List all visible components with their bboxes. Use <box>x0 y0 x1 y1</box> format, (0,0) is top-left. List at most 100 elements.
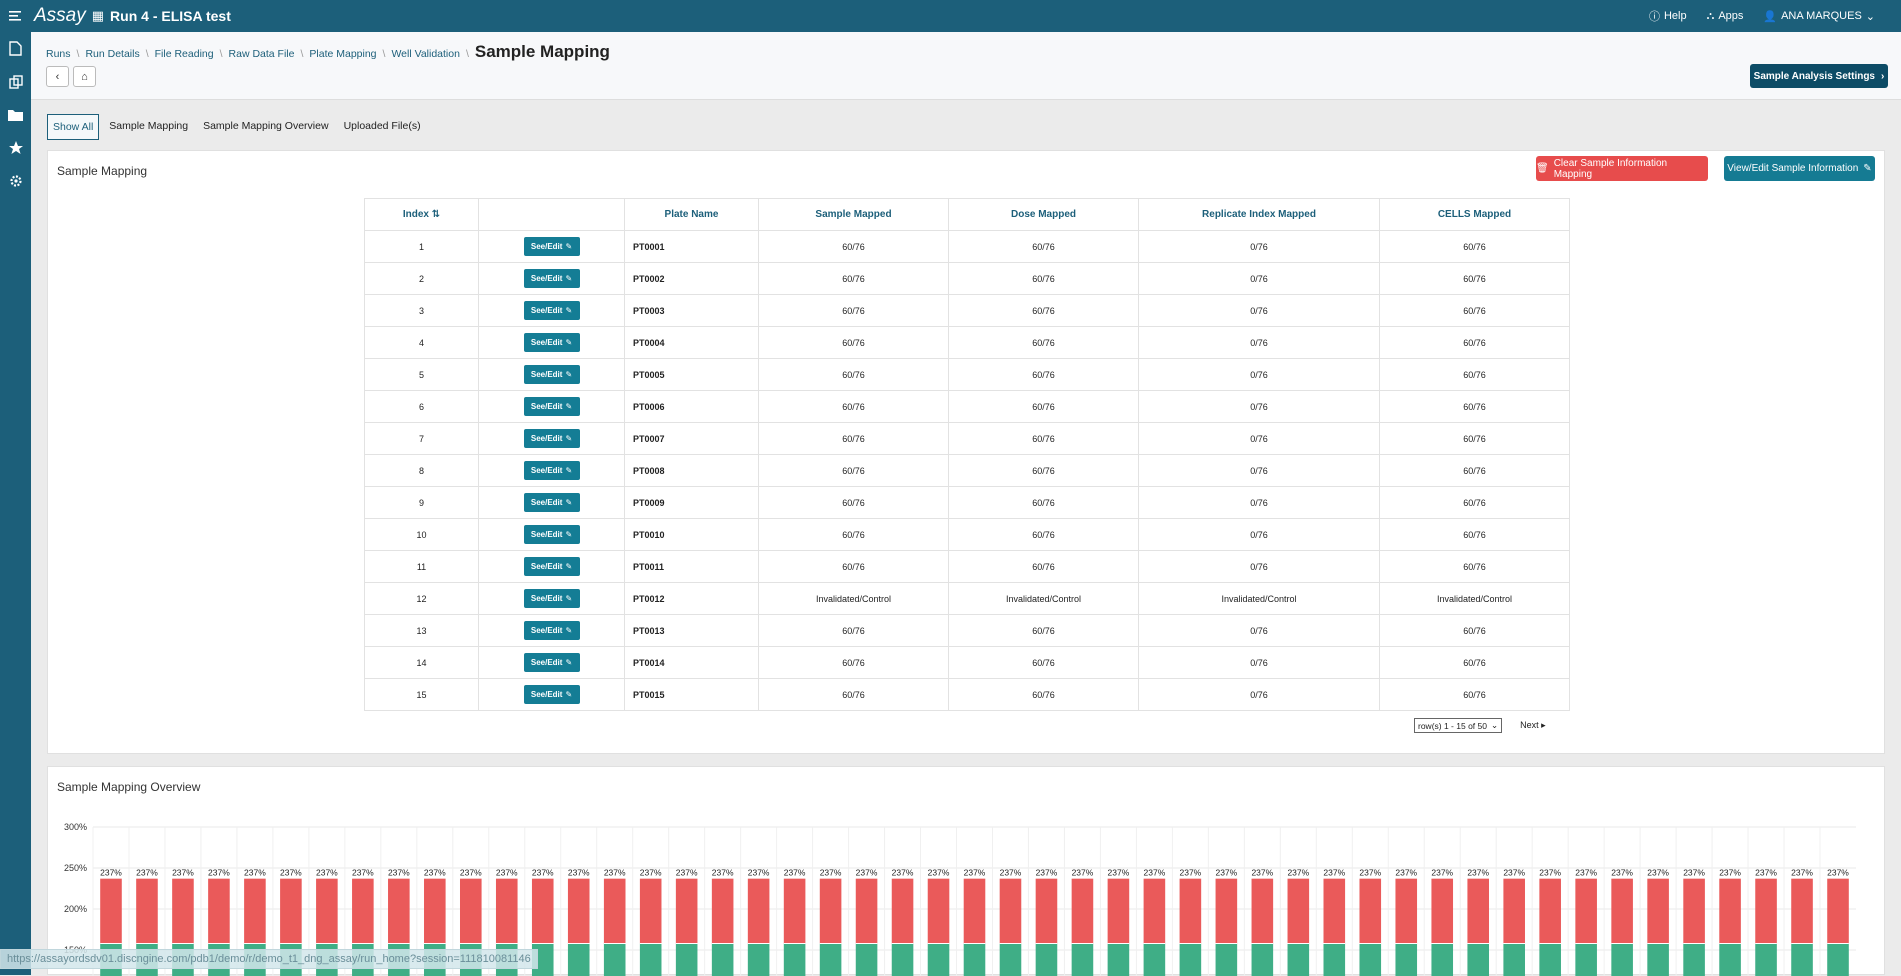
bar-unmapped[interactable] <box>783 878 806 944</box>
bar-mapped[interactable] <box>783 943 806 976</box>
bar-mapped[interactable] <box>1035 943 1058 976</box>
breadcrumb-well-validation[interactable]: Well Validation <box>391 48 460 60</box>
bar-mapped[interactable] <box>639 943 662 976</box>
bar-unmapped[interactable] <box>1395 878 1418 944</box>
bar-mapped[interactable] <box>747 943 770 976</box>
see-edit-button[interactable]: See/Edit ✎ <box>523 269 580 288</box>
bar-unmapped[interactable] <box>1683 878 1705 944</box>
bar-mapped[interactable] <box>1431 943 1454 976</box>
bar-unmapped[interactable] <box>639 878 662 944</box>
breadcrumb-run-details[interactable]: Run Details <box>85 48 140 60</box>
back-button[interactable]: ‹ <box>46 66 69 87</box>
bar-mapped[interactable] <box>1107 943 1130 976</box>
see-edit-button[interactable]: See/Edit ✎ <box>523 461 580 480</box>
bar-unmapped[interactable] <box>1539 878 1561 944</box>
bar-unmapped[interactable] <box>244 878 266 944</box>
clear-mapping-button[interactable]: 🗑 Clear Sample Information Mapping <box>1536 156 1708 181</box>
bar-unmapped[interactable] <box>1827 878 1849 944</box>
bar-unmapped[interactable] <box>675 878 698 944</box>
bar-unmapped[interactable] <box>136 878 158 944</box>
bar-unmapped[interactable] <box>1647 878 1669 944</box>
bar-unmapped[interactable] <box>963 878 986 944</box>
see-edit-button[interactable]: See/Edit ✎ <box>523 653 580 672</box>
col-plate-name[interactable]: Plate Name <box>624 198 759 231</box>
bar-unmapped[interactable] <box>1611 878 1633 944</box>
bar-mapped[interactable] <box>1503 943 1525 976</box>
bar-unmapped[interactable] <box>531 878 554 944</box>
bar-unmapped[interactable] <box>1791 878 1813 944</box>
bar-mapped[interactable] <box>963 943 986 976</box>
bar-mapped[interactable] <box>1647 943 1669 976</box>
bar-mapped[interactable] <box>1071 943 1094 976</box>
bar-mapped[interactable] <box>819 943 842 976</box>
bar-mapped[interactable] <box>567 943 590 976</box>
bar-unmapped[interactable] <box>567 878 590 944</box>
user-menu[interactable]: 👤 ANA MARQUES ⌄ <box>1763 10 1875 23</box>
bar-mapped[interactable] <box>999 943 1022 976</box>
bar-unmapped[interactable] <box>1359 878 1382 944</box>
bar-mapped[interactable] <box>891 943 914 976</box>
bar-mapped[interactable] <box>1323 943 1346 976</box>
bar-unmapped[interactable] <box>747 878 770 944</box>
bar-mapped[interactable] <box>603 943 626 976</box>
see-edit-button[interactable]: See/Edit ✎ <box>523 333 580 352</box>
breadcrumb-runs[interactable]: Runs <box>46 48 71 60</box>
tab-sample-mapping[interactable]: Sample Mapping <box>109 120 189 132</box>
menu-icon[interactable] <box>0 0 32 32</box>
gear-icon[interactable] <box>0 164 31 197</box>
bar-unmapped[interactable] <box>495 878 518 944</box>
tab-show-all[interactable]: Show All <box>47 114 100 140</box>
see-edit-button[interactable]: See/Edit ✎ <box>523 237 580 256</box>
bar-mapped[interactable] <box>1791 943 1813 976</box>
help-link[interactable]: ⓘ Help <box>1648 10 1687 23</box>
see-edit-button[interactable]: See/Edit ✎ <box>523 621 580 640</box>
col-replicate-mapped[interactable]: Replicate Index Mapped <box>1138 198 1380 231</box>
bar-mapped[interactable] <box>711 943 734 976</box>
bar-unmapped[interactable] <box>280 878 302 944</box>
star-icon[interactable] <box>0 131 31 164</box>
bar-unmapped[interactable] <box>208 878 230 944</box>
bar-mapped[interactable] <box>1143 943 1166 976</box>
bar-unmapped[interactable] <box>855 878 878 944</box>
bar-unmapped[interactable] <box>352 878 374 944</box>
next-page-link[interactable]: Next ▸ <box>1520 720 1546 730</box>
bar-unmapped[interactable] <box>388 878 410 944</box>
see-edit-button[interactable]: See/Edit ✎ <box>523 365 580 384</box>
see-edit-button[interactable]: See/Edit ✎ <box>523 525 580 544</box>
see-edit-button[interactable]: See/Edit ✎ <box>523 685 580 704</box>
bar-unmapped[interactable] <box>819 878 842 944</box>
bar-mapped[interactable] <box>1287 943 1310 976</box>
bar-mapped[interactable] <box>1467 943 1490 976</box>
bar-unmapped[interactable] <box>1755 878 1777 944</box>
bar-unmapped[interactable] <box>1503 878 1525 944</box>
bar-mapped[interactable] <box>1755 943 1777 976</box>
bar-mapped[interactable] <box>927 943 950 976</box>
bar-unmapped[interactable] <box>1215 878 1238 944</box>
bar-unmapped[interactable] <box>927 878 950 944</box>
bar-unmapped[interactable] <box>603 878 626 944</box>
bar-unmapped[interactable] <box>1323 878 1346 944</box>
bar-mapped[interactable] <box>1827 943 1849 976</box>
breadcrumb-file-reading[interactable]: File Reading <box>154 48 214 60</box>
bar-unmapped[interactable] <box>1071 878 1094 944</box>
col-sample-mapped[interactable]: Sample Mapped <box>758 198 949 231</box>
see-edit-button[interactable]: See/Edit ✎ <box>523 397 580 416</box>
bar-unmapped[interactable] <box>1107 878 1130 944</box>
bar-unmapped[interactable] <box>172 878 194 944</box>
bar-unmapped[interactable] <box>1287 878 1310 944</box>
bar-mapped[interactable] <box>1611 943 1633 976</box>
see-edit-button[interactable]: See/Edit ✎ <box>523 589 580 608</box>
see-edit-button[interactable]: See/Edit ✎ <box>523 493 580 512</box>
bar-unmapped[interactable] <box>1467 878 1490 944</box>
col-cells-mapped[interactable]: CELLS Mapped <box>1379 198 1570 231</box>
document-icon[interactable] <box>0 32 31 65</box>
tab-sample-mapping-overview[interactable]: Sample Mapping Overview <box>203 120 329 132</box>
col-index[interactable]: Index ⇅ <box>364 198 479 231</box>
bar-mapped[interactable] <box>1575 943 1597 976</box>
bar-unmapped[interactable] <box>1719 878 1741 944</box>
col-dose-mapped[interactable]: Dose Mapped <box>948 198 1139 231</box>
bar-unmapped[interactable] <box>424 878 446 944</box>
bar-unmapped[interactable] <box>316 878 338 944</box>
bar-unmapped[interactable] <box>711 878 734 944</box>
bar-unmapped[interactable] <box>999 878 1022 944</box>
